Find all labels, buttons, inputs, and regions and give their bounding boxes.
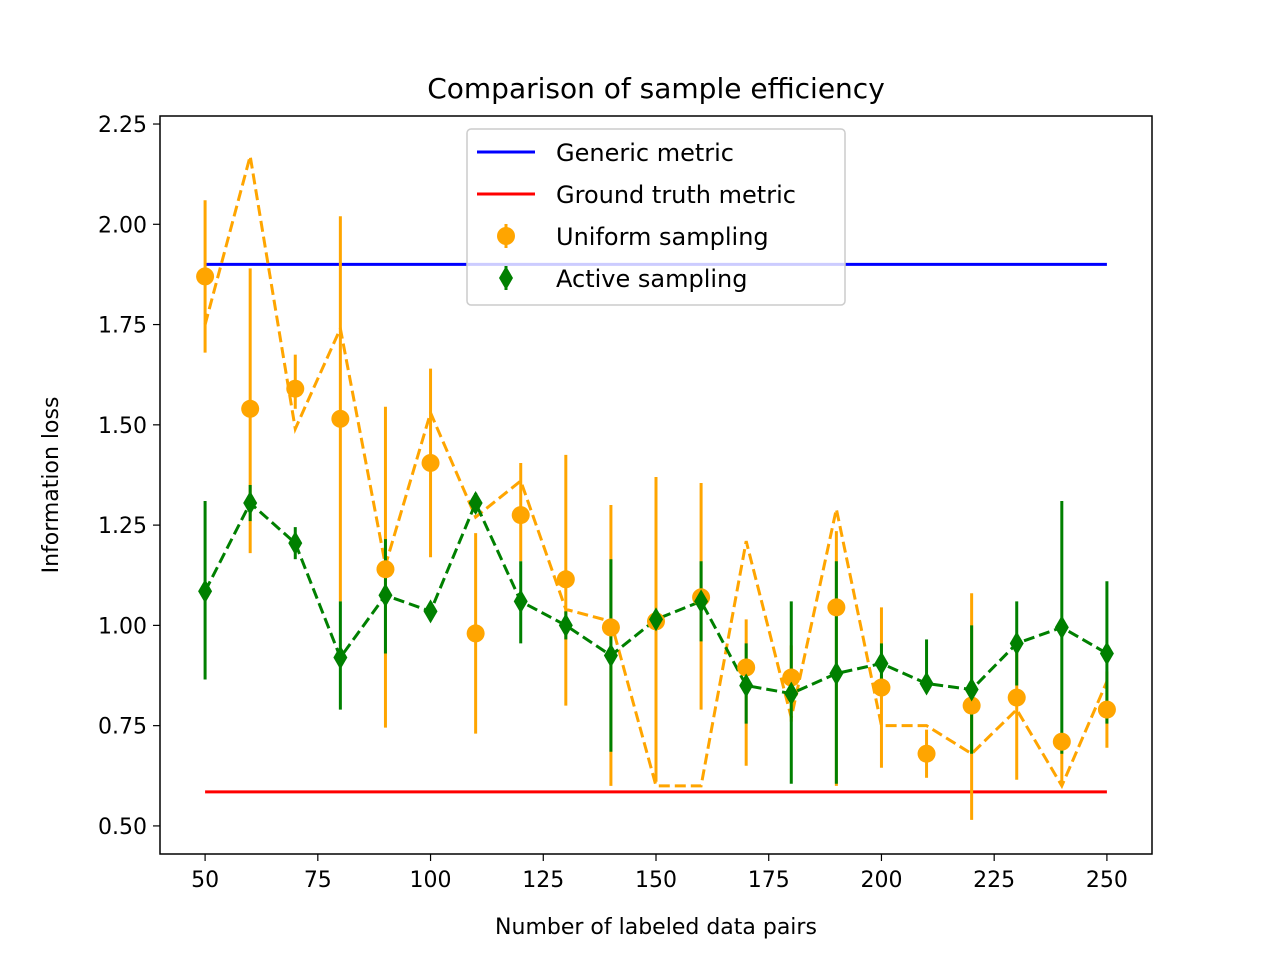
y-tick-label: 2.25 bbox=[98, 113, 147, 138]
active-sampling-point bbox=[784, 681, 799, 706]
active-sampling-point bbox=[243, 491, 258, 516]
uniform-sampling-point bbox=[421, 453, 440, 472]
active-sampling-point bbox=[874, 651, 889, 676]
x-axis-title: Number of labeled data pairs bbox=[495, 915, 817, 940]
legend-swatch-uniform-sampling bbox=[497, 227, 515, 245]
active-sampling-trend-line bbox=[203, 499, 1108, 696]
uniform-sampling-point bbox=[872, 678, 891, 697]
uniform-sampling-point bbox=[331, 409, 350, 428]
uniform-sampling-point bbox=[737, 658, 756, 677]
y-tick-label: 2.00 bbox=[98, 213, 147, 238]
uniform-sampling-point bbox=[1052, 732, 1071, 751]
active-sampling-point bbox=[649, 607, 663, 632]
x-tick-label: 200 bbox=[860, 868, 902, 893]
active-sampling-point bbox=[1099, 641, 1114, 666]
uniform-sampling-point bbox=[241, 399, 260, 418]
x-tick-label: 50 bbox=[191, 868, 219, 893]
y-tick-label: 0.50 bbox=[98, 815, 147, 840]
active-sampling-point bbox=[378, 583, 393, 608]
active-sampling-point bbox=[513, 589, 528, 614]
legend-label-generic-metric: Generic metric bbox=[556, 139, 734, 167]
x-tick-label: 175 bbox=[748, 868, 790, 893]
active-sampling-point bbox=[694, 589, 709, 614]
active-sampling-point bbox=[468, 491, 483, 516]
y-axis-title: Information loss bbox=[39, 397, 64, 574]
active-sampling-point bbox=[1054, 615, 1069, 640]
uniform-sampling-point bbox=[827, 598, 846, 617]
active-sampling-point bbox=[558, 613, 573, 638]
uniform-sampling-point bbox=[556, 570, 575, 589]
uniform-sampling-point bbox=[917, 744, 936, 763]
legend-label-ground-truth-metric: Ground truth metric bbox=[556, 181, 796, 209]
x-tick-label: 75 bbox=[304, 868, 332, 893]
y-tick-label: 1.25 bbox=[98, 514, 147, 539]
legend-label-uniform-sampling: Uniform sampling bbox=[556, 223, 769, 251]
chart-title: Comparison of sample efficiency bbox=[427, 72, 885, 105]
y-tick-label: 0.75 bbox=[98, 715, 147, 740]
uniform-sampling-point bbox=[1097, 700, 1116, 719]
active-sampling-point bbox=[964, 677, 979, 702]
y-tick-label: 1.50 bbox=[98, 414, 147, 439]
active-sampling-point bbox=[603, 643, 618, 668]
uniform-sampling-point bbox=[196, 267, 215, 286]
uniform-sampling-point bbox=[601, 618, 620, 637]
active-sampling-point bbox=[423, 599, 438, 624]
legend: Generic metric Ground truth metric Uniform… bbox=[466, 128, 846, 306]
x-tick-label: 225 bbox=[973, 868, 1015, 893]
uniform-sampling-trend-line bbox=[203, 155, 1109, 790]
x-tick-label: 125 bbox=[522, 868, 564, 893]
plot-area bbox=[196, 155, 1116, 820]
y-tick-label: 1.75 bbox=[98, 314, 147, 339]
uniform-sampling-point bbox=[782, 668, 801, 687]
active-sampling-point bbox=[919, 671, 934, 696]
uniform-sampling-point bbox=[466, 624, 485, 643]
active-sampling-point bbox=[288, 531, 303, 556]
legend-swatch-active-sampling bbox=[499, 266, 513, 290]
active-sampling-point bbox=[333, 645, 348, 670]
active-sampling-point bbox=[1009, 631, 1024, 656]
x-tick-label: 100 bbox=[410, 868, 452, 893]
x-tick-label: 250 bbox=[1086, 868, 1128, 893]
x-tick-label: 150 bbox=[635, 868, 677, 893]
axes: 50 75 100 125 150 175 200 225 250 0.50 0.75 1.00 1.2… bbox=[98, 113, 1128, 893]
active-sampling-point bbox=[198, 579, 213, 604]
active-sampling-point bbox=[739, 673, 754, 698]
uniform-sampling-point bbox=[962, 696, 981, 715]
y-tick-label: 1.00 bbox=[98, 614, 147, 639]
uniform-sampling-point bbox=[286, 379, 305, 398]
legend-label-active-sampling: Active sampling bbox=[556, 265, 747, 293]
uniform-sampling-point bbox=[1007, 688, 1026, 707]
uniform-sampling-point bbox=[376, 560, 395, 579]
uniform-sampling-point bbox=[511, 506, 530, 525]
legend-box bbox=[466, 128, 846, 306]
active-sampling-point bbox=[829, 661, 844, 686]
